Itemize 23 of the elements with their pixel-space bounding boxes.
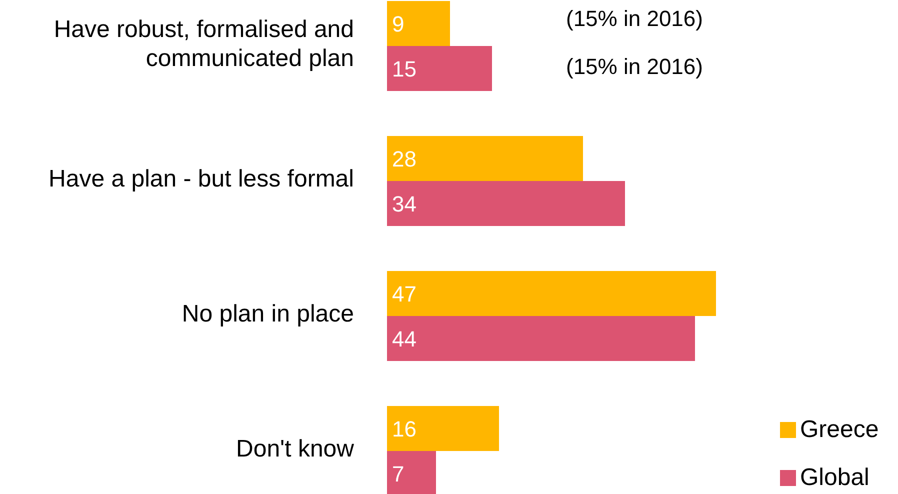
y-tick-label: No plan in place (182, 300, 354, 328)
bar (387, 136, 583, 181)
bar (387, 316, 695, 361)
bar (387, 1, 450, 46)
y-tick-label: Have robust, formalised and communicated plan (54, 16, 354, 72)
data-label: 16 (392, 416, 416, 442)
bar (387, 406, 499, 451)
bar (387, 181, 625, 226)
data-label: 28 (392, 146, 416, 172)
annotation: (15% in 2016) (566, 6, 703, 32)
data-label: 15 (392, 56, 416, 82)
data-label: 9 (392, 11, 404, 36)
y-tick-label: Have a plan - but less formal (48, 166, 354, 193)
data-label: 34 (392, 191, 416, 216)
data-label: 44 (392, 326, 416, 352)
annotation: (15% in 2016) (566, 54, 703, 80)
data-label: 47 (392, 281, 416, 306)
y-tick-label: Don't know (236, 436, 355, 463)
legend-label: Global (800, 464, 870, 492)
bar (387, 46, 492, 91)
legend-label: Greece (800, 416, 879, 444)
bar (387, 271, 716, 316)
data-label: 7 (392, 461, 404, 486)
